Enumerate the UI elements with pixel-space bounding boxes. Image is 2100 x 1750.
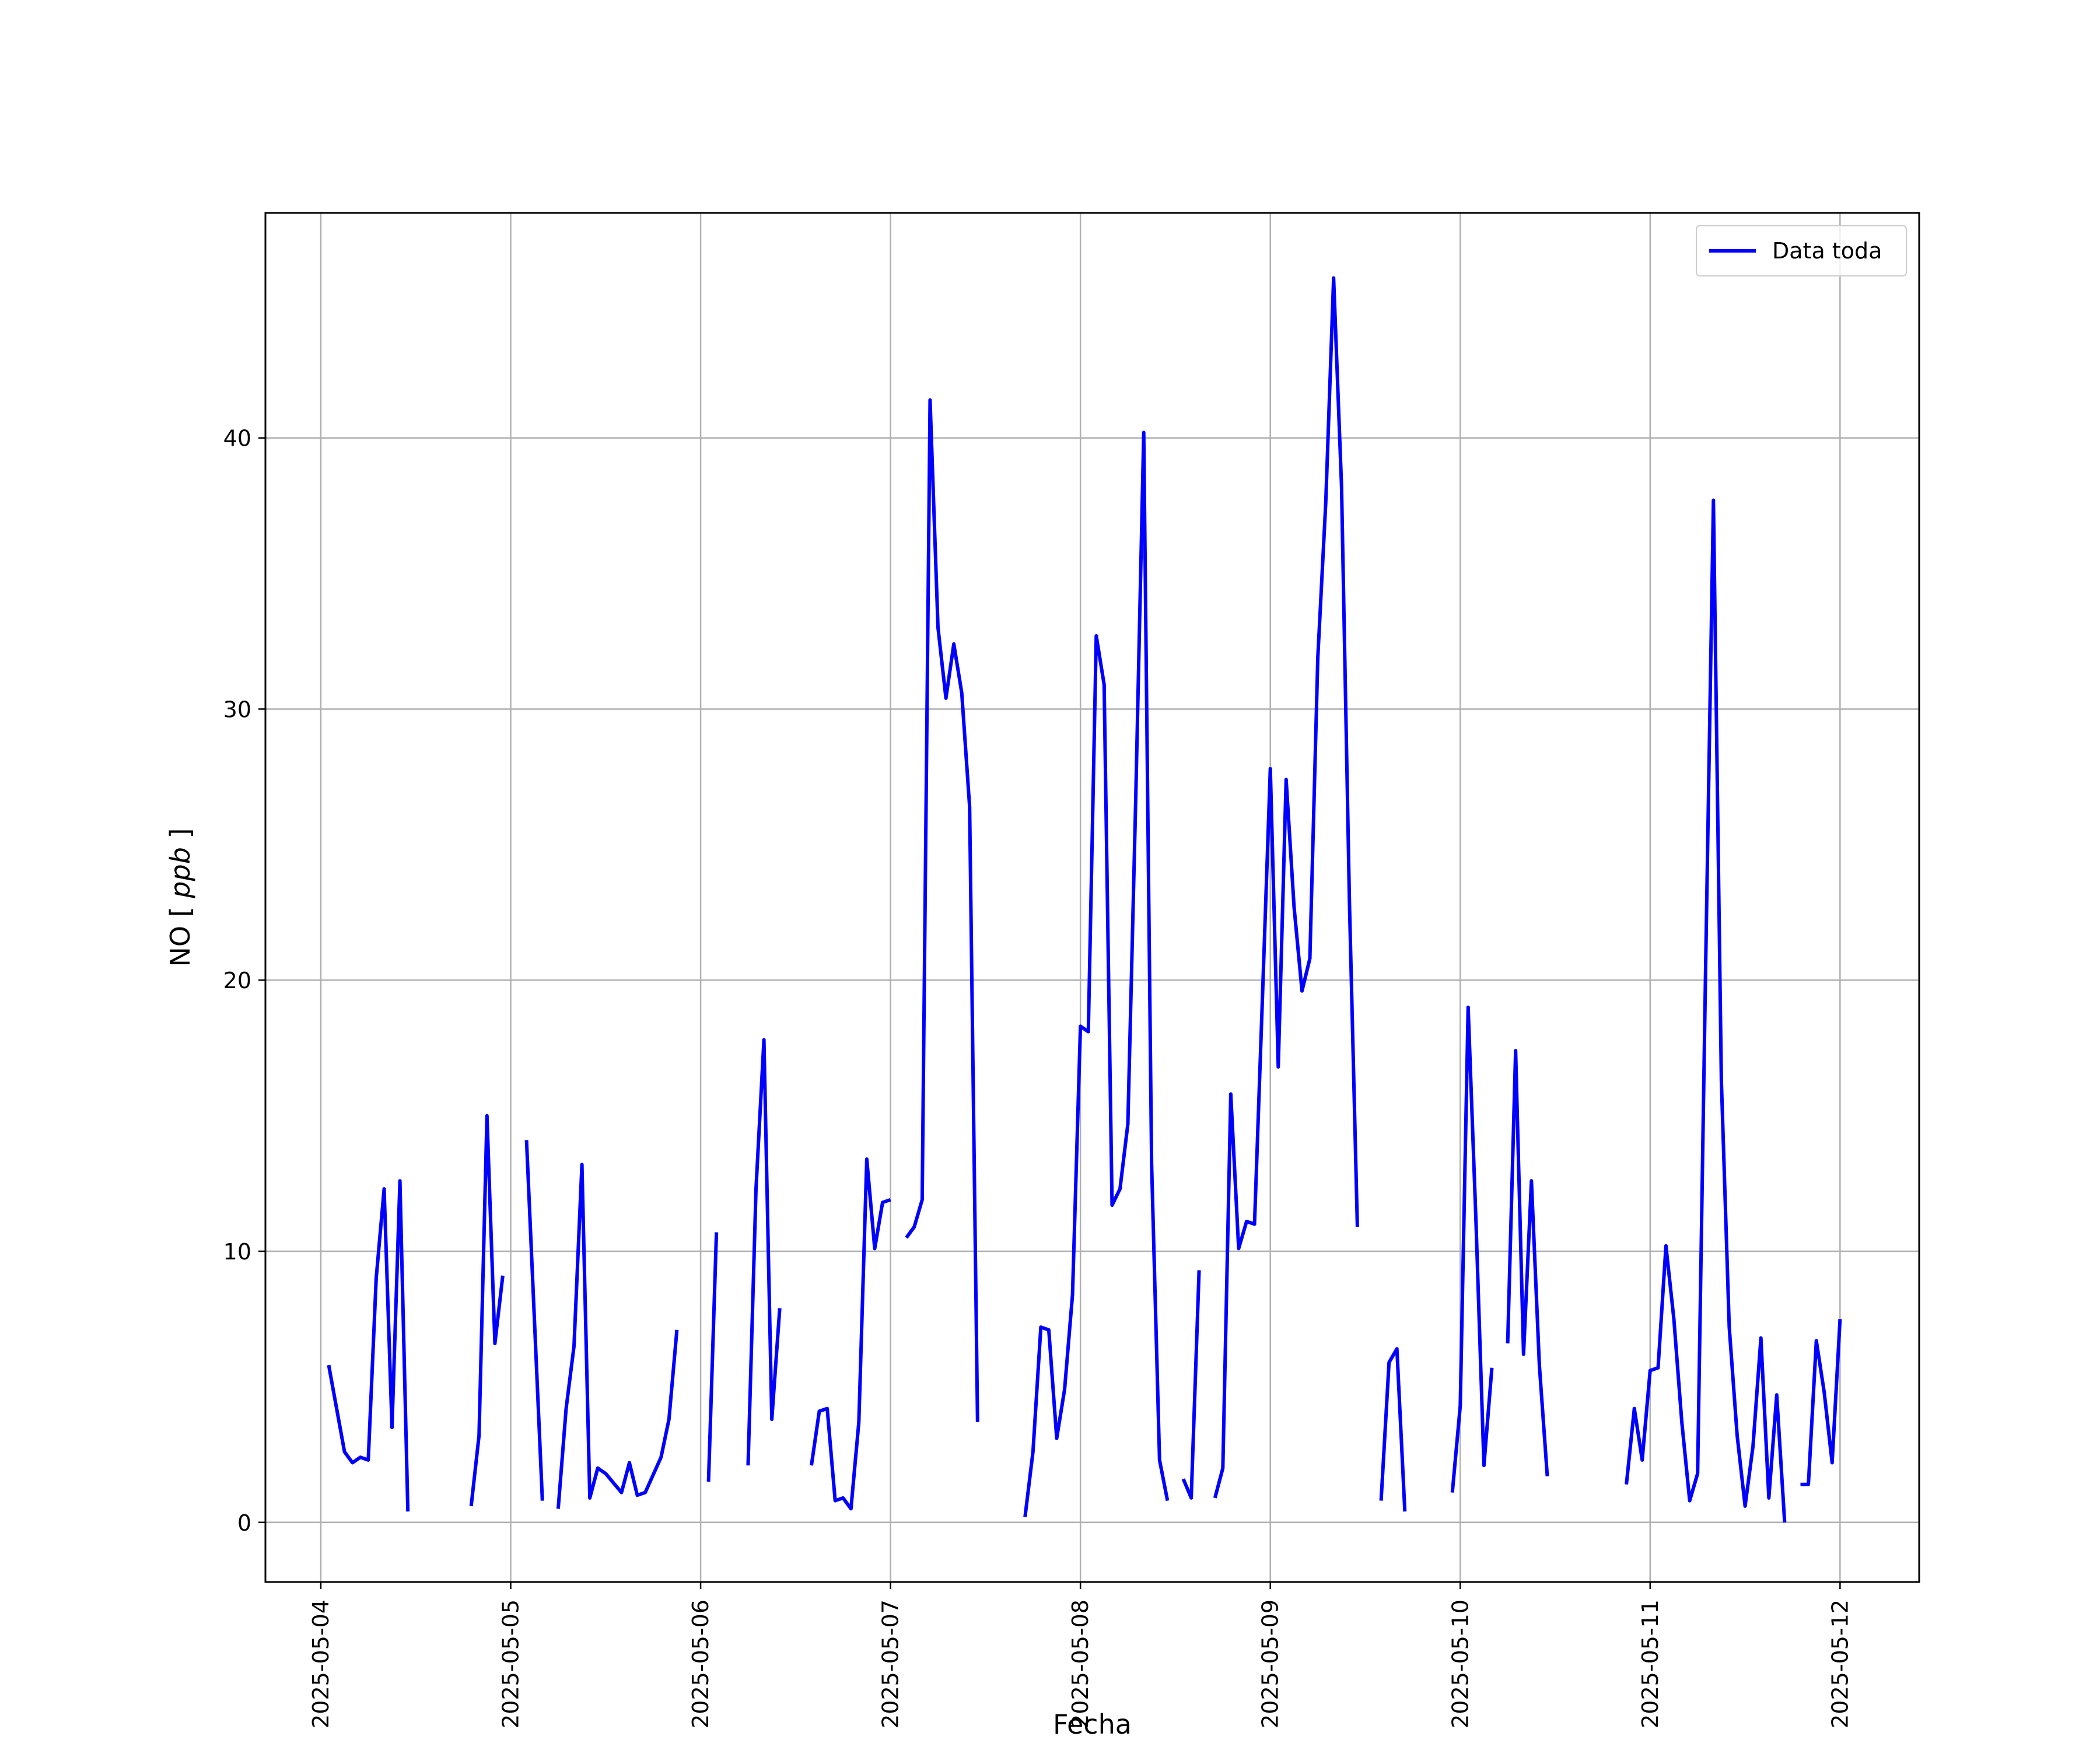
y-axis-label-bracket-open: [ (164, 907, 196, 917)
x-tick-label: 2025-05-04 (308, 1600, 334, 1728)
plot-frame (264, 212, 1920, 1583)
y-tick-label: 20 (223, 968, 251, 993)
legend-box (1696, 225, 1907, 276)
x-tick-label: 2025-05-11 (1637, 1600, 1663, 1728)
x-axis: 2025-05-04 2025-05-05 2025-05-06 2025-05-07… (308, 1582, 1853, 1728)
y-tick-label: 40 (223, 426, 251, 452)
series-line-segment (556, 1163, 679, 1509)
series-line-segment (706, 1232, 719, 1482)
y-axis: 0 10 20 30 40 (223, 426, 265, 1536)
series-line-segment (1213, 276, 1359, 1499)
series-line-segment (1023, 430, 1170, 1517)
series-line-segment (905, 398, 979, 1422)
x-tick-label: 2025-05-09 (1258, 1600, 1283, 1728)
y-tick-label: 0 (237, 1510, 251, 1536)
x-tick-label: 2025-05-06 (688, 1600, 713, 1728)
x-tick-label: 2025-05-10 (1447, 1600, 1473, 1728)
series-line-segment (1625, 498, 1787, 1522)
x-tick-label: 2025-05-08 (1068, 1600, 1093, 1728)
series-line-segment (524, 1140, 544, 1501)
y-axis-label-main: NO (164, 926, 196, 967)
y-axis-label: NO [ ppb ] (164, 828, 196, 967)
x-tick-label: 2025-05-07 (878, 1600, 904, 1728)
series-line-segment (1181, 1270, 1201, 1500)
series-line-segment (327, 1179, 410, 1512)
legend: Data toda (1696, 225, 1907, 276)
series-data-toda (327, 276, 1842, 1522)
series-line-segment (469, 1114, 505, 1507)
x-tick-label: 2025-05-05 (498, 1600, 524, 1728)
y-axis-label-unit: ppb (164, 847, 196, 899)
series-line-segment (1800, 1319, 1842, 1486)
y-tick-label: 30 (223, 696, 251, 722)
series-line-segment (746, 1038, 782, 1466)
x-axis-label: Fecha (1053, 1709, 1132, 1740)
grid-lines (265, 213, 1919, 1582)
series-line-segment (1450, 1005, 1494, 1493)
y-axis-label-bracket-close: ] (164, 828, 196, 838)
series-line-segment (810, 1157, 891, 1511)
x-tick-label: 2025-05-12 (1827, 1600, 1853, 1728)
legend-label-data-toda: Data toda (1772, 238, 1882, 264)
series-line-segment (1506, 1049, 1549, 1476)
series-line-segment (1379, 1347, 1407, 1512)
y-tick-label: 10 (223, 1239, 251, 1265)
